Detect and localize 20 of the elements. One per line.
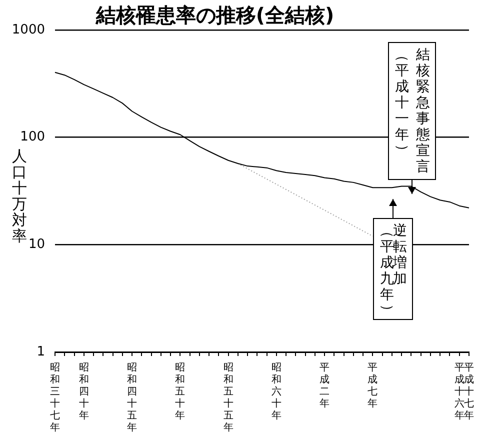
annotation: （平成十一年）	[393, 47, 411, 159]
chart-title: 結核罹患率の推移(全結核)	[96, 3, 334, 27]
x-tick-label: 昭和四十年	[78, 362, 89, 422]
x-tick-label: 昭和六十年	[271, 362, 282, 422]
y-tick-label: 100	[20, 130, 45, 145]
annotation: 結核緊急事態宣言	[415, 47, 431, 175]
y-tick-label: 1	[36, 344, 45, 360]
x-tick-label: 昭和四十五年	[127, 362, 138, 434]
x-tick-label: 昭和五十五年	[223, 362, 234, 434]
annotation: 逆転増加	[393, 223, 407, 287]
x-tick-label: 平成十六年	[454, 362, 464, 422]
y-tick-label: 10	[28, 237, 45, 252]
x-tick-label: 平成十七年	[464, 362, 474, 422]
annotation: （平成九年）	[379, 224, 395, 318]
x-tick-label: 平成二年	[320, 362, 330, 410]
x-tick-label: 昭和三十七年	[50, 362, 60, 434]
x-tick-label: 平成七年	[368, 362, 378, 410]
y-tick-label: 1000	[12, 22, 45, 38]
y-axis-title: 人口十万対率	[12, 147, 27, 245]
x-tick-label: 昭和五十年	[175, 362, 186, 422]
